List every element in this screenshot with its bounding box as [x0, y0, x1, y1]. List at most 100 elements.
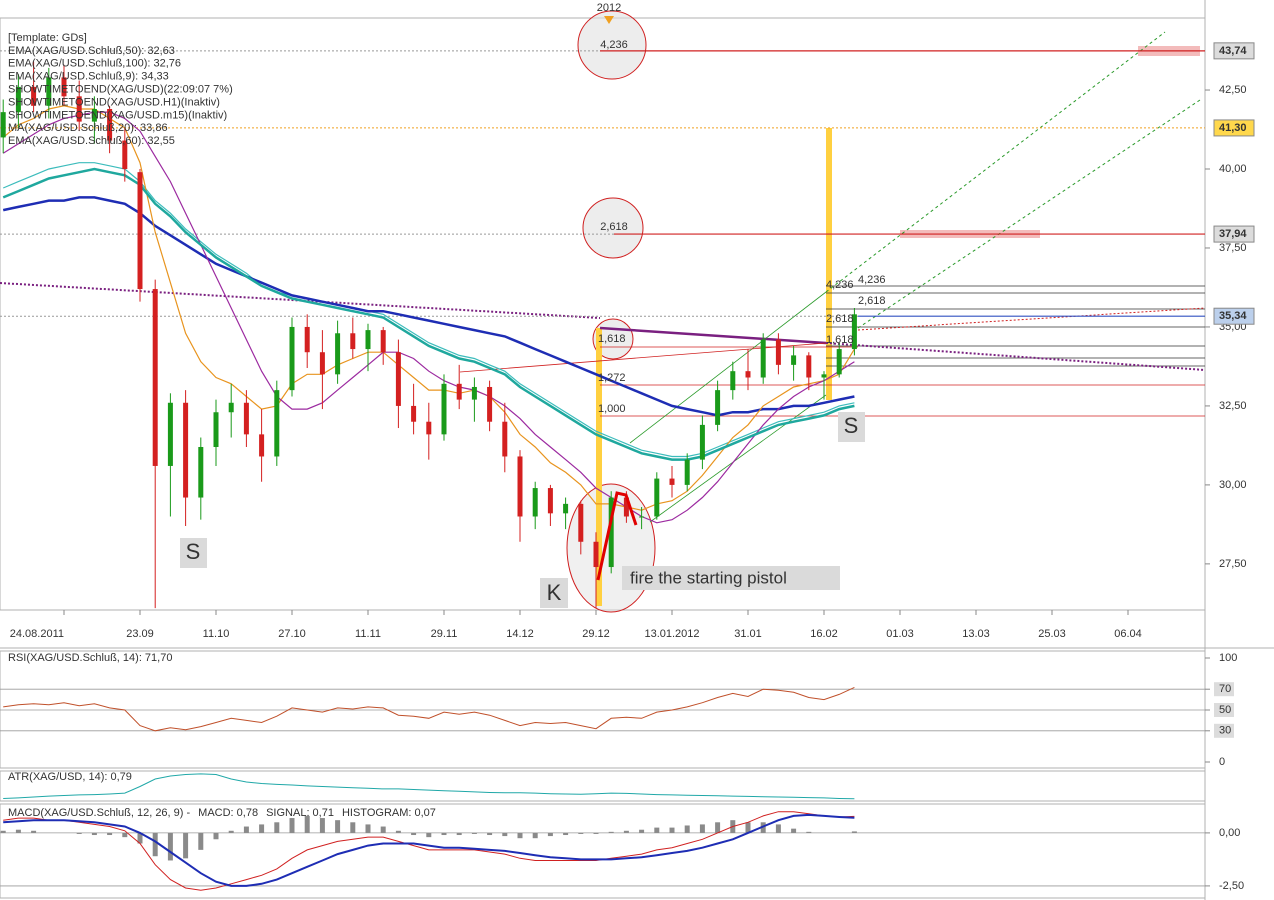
candle-body: [319, 352, 325, 375]
y-tick-label: 30: [1219, 725, 1231, 737]
candle-body: [836, 349, 842, 375]
candle-body: [821, 374, 827, 378]
candle-body: [0, 112, 6, 138]
y-tick-label: 27,50: [1219, 558, 1247, 570]
candle-body: [669, 478, 675, 485]
fib-label: 4,236: [826, 279, 854, 291]
pattern-label: K: [547, 580, 562, 605]
candle-body: [411, 405, 417, 422]
candle-body: [243, 402, 249, 435]
annotation-box: [622, 566, 840, 590]
histogram-bar: [775, 824, 781, 833]
y-tick-label: -2,50: [1219, 880, 1244, 892]
candle-body: [426, 421, 432, 435]
histogram-bar: [107, 832, 113, 836]
ema-line: [2, 111, 855, 524]
candle-body: [851, 314, 857, 350]
candle-body: [183, 402, 189, 498]
panel-title: RSI(XAG/USD.Schluß, 14): 71,70: [8, 652, 172, 664]
histogram-bar: [395, 830, 401, 833]
fib-label: 2,618: [858, 295, 886, 307]
legend-info: SHOWTIMETOEND(XAG/USD.H1)(Inaktiv): [8, 96, 220, 108]
fib-label: 2012: [597, 2, 621, 14]
histogram-bar: [715, 822, 721, 833]
candle-body: [228, 402, 234, 413]
histogram-bar: [259, 824, 265, 833]
candle-body: [441, 383, 447, 435]
legend-entry: MACD: 0,78: [198, 807, 258, 819]
histogram-bar: [183, 832, 189, 859]
candle-body: [639, 516, 645, 518]
x-tick-label: 29.11: [431, 628, 458, 640]
y-tick-label: 40,00: [1219, 163, 1247, 175]
trend-line: [599, 326, 827, 345]
candle-body: [563, 503, 569, 514]
legend-info: SHOWTIMETOEND(XAG/USD)(22:09:07 7%): [8, 84, 233, 96]
histogram-bar: [167, 832, 173, 861]
candle-body: [335, 333, 341, 375]
x-tick-label: 13.01.2012: [644, 628, 699, 640]
legend-entry: EMA(XAG/USD.Schluß,100): 32,76: [8, 58, 181, 70]
candle-body: [91, 108, 97, 122]
channel-line: [649, 394, 827, 523]
channel-line: [857, 99, 1201, 329]
callout: fire the starting pistol: [630, 568, 787, 587]
candle-body: [715, 390, 721, 425]
candle-body: [259, 434, 265, 457]
panel-title: MACD(XAG/USD.Schluß, 12, 26, 9) -: [8, 807, 190, 819]
candle-body: [775, 339, 781, 365]
candle-body: [608, 497, 614, 568]
y-tick-label: 32,50: [1219, 400, 1247, 412]
histogram-bar: [335, 820, 341, 833]
histogram-bar: [517, 832, 523, 839]
tick-box: [1214, 682, 1234, 697]
fib-label: 1,618: [826, 334, 854, 346]
x-tick-label: 25.03: [1038, 628, 1066, 640]
histogram-bar: [487, 832, 493, 836]
x-tick-label: 27.10: [278, 628, 306, 640]
y-tick-label: 70: [1219, 683, 1231, 695]
histogram-bar: [471, 832, 477, 834]
fib-circle: [582, 197, 644, 259]
histogram-bar: [91, 832, 97, 836]
ema-line: [2, 167, 855, 461]
histogram-bar: [426, 832, 432, 838]
histogram-bar: [684, 825, 690, 833]
histogram-bar: [532, 832, 538, 839]
level-label: 37,94: [1219, 228, 1247, 240]
legend-entry: MA(XAG/USD.Schluß,20): 33,86: [8, 122, 168, 134]
histogram-bar: [639, 829, 645, 833]
pattern-label: S: [186, 539, 201, 564]
candle-body: [46, 77, 52, 106]
level-box: [1213, 42, 1255, 60]
histogram-bar: [137, 832, 143, 844]
indicator-line: [3, 813, 855, 887]
indicator-line: [3, 811, 855, 891]
tick-box: [1214, 723, 1234, 738]
histogram-bar: [760, 822, 766, 833]
histogram-bar: [669, 827, 675, 833]
candle-body: [31, 86, 37, 106]
x-tick-label: 11.11: [355, 628, 381, 640]
histogram-bar: [243, 826, 249, 833]
legend-template: [Template: GDs]: [8, 32, 87, 44]
fib-label: 1,618: [598, 333, 626, 345]
panel-frame: [0, 650, 1206, 769]
candle-body: [289, 326, 295, 391]
histogram-bar: [76, 832, 82, 834]
candle-body: [350, 333, 356, 350]
candle-body: [578, 503, 584, 542]
histogram-bar: [31, 830, 37, 833]
histogram-bar: [608, 831, 614, 833]
level-box: [1213, 225, 1255, 243]
y-tick-label: 30,00: [1219, 479, 1247, 491]
candle-body: [502, 421, 508, 457]
histogram-bar: [623, 830, 629, 833]
channel-line: [629, 291, 827, 444]
ema-line: [2, 196, 855, 417]
y-tick-label: 0,00: [1219, 827, 1240, 839]
y-tick-label: 37,50: [1219, 242, 1247, 254]
histogram-bar: [806, 831, 812, 833]
